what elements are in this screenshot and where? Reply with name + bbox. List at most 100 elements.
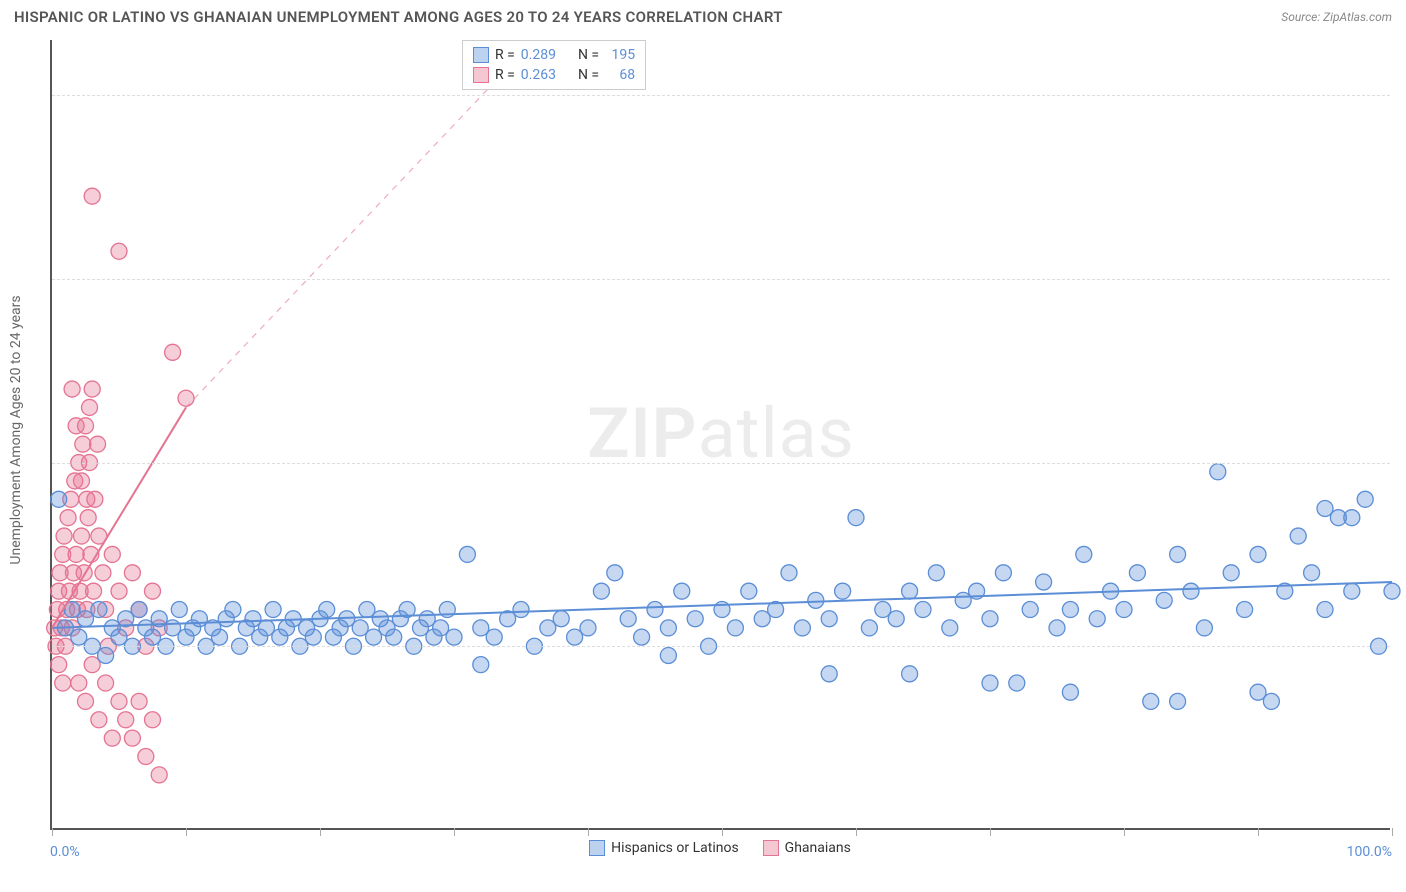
r-value: 0.263 xyxy=(521,67,556,83)
ghanaians-point xyxy=(51,657,67,673)
n-value: 68 xyxy=(605,67,635,83)
ghanaians-point xyxy=(98,675,114,691)
hispanics-point xyxy=(607,565,623,581)
gridline xyxy=(52,95,1390,96)
hispanics-point xyxy=(131,602,147,618)
ghanaians-point xyxy=(118,712,134,728)
legend-swatch xyxy=(473,47,489,63)
hispanics-point xyxy=(1344,583,1360,599)
ghanaians-point xyxy=(124,730,140,746)
hispanics-point xyxy=(1049,620,1065,636)
x-tick xyxy=(454,828,455,836)
hispanics-point xyxy=(1170,546,1186,562)
correlation-legend: R =0.289N =195R =0.263N =68 xyxy=(462,40,646,90)
ghanaians-point xyxy=(178,390,194,406)
gridline xyxy=(52,279,1390,280)
hispanics-point xyxy=(674,583,690,599)
ghanaians-point xyxy=(145,712,161,728)
x-tick xyxy=(52,828,53,836)
hispanics-point xyxy=(305,629,321,645)
x-tick xyxy=(1124,828,1125,836)
n-value: 195 xyxy=(605,47,635,63)
ghanaians-point xyxy=(55,675,71,691)
ghanaians-point xyxy=(131,693,147,709)
hispanics-point xyxy=(319,602,335,618)
ghanaians-point xyxy=(78,693,94,709)
hispanics-point xyxy=(1116,602,1132,618)
hispanics-point xyxy=(1129,565,1145,581)
hispanics-point xyxy=(808,592,824,608)
legend-row: R = 0.263 N = 68 xyxy=(473,65,635,85)
hispanics-point xyxy=(1290,528,1306,544)
ghanaians-point xyxy=(124,565,140,581)
x-tick xyxy=(990,828,991,836)
hispanics-point xyxy=(473,657,489,673)
hispanics-point xyxy=(848,510,864,526)
ghanaians-point xyxy=(56,528,72,544)
ghanaians-point xyxy=(111,243,127,259)
hispanics-point xyxy=(1170,693,1186,709)
hispanics-point xyxy=(620,611,636,627)
ghanaians-point xyxy=(111,693,127,709)
hispanics-point xyxy=(1210,464,1226,480)
hispanics-point xyxy=(1250,546,1266,562)
legend-swatch xyxy=(763,840,779,856)
legend-item: Ghanaians xyxy=(763,840,851,856)
x-tick xyxy=(320,828,321,836)
ghanaians-point xyxy=(90,436,106,452)
ghanaians-point xyxy=(79,491,95,507)
hispanics-point xyxy=(1250,684,1266,700)
legend-item: Hispanics or Latinos xyxy=(589,840,739,856)
hispanics-point xyxy=(888,611,904,627)
ghanaians-point xyxy=(151,767,167,783)
gridline xyxy=(52,646,1390,647)
hispanics-point xyxy=(1196,620,1212,636)
hispanics-point xyxy=(225,602,241,618)
y-axis-label: Unemployment Among Ages 20 to 24 years xyxy=(8,295,24,564)
hispanics-point xyxy=(1344,510,1360,526)
r-label: R = xyxy=(495,67,515,83)
x-tick xyxy=(722,828,723,836)
hispanics-point xyxy=(1317,602,1333,618)
hispanics-point xyxy=(741,583,757,599)
hispanics-point xyxy=(794,620,810,636)
hispanics-point xyxy=(942,620,958,636)
hispanics-point xyxy=(51,491,67,507)
series-legend: Hispanics or Latinos Ghanaians xyxy=(50,840,1390,856)
ghanaians-point xyxy=(84,188,100,204)
hispanics-point xyxy=(171,602,187,618)
x-tick xyxy=(1258,828,1259,836)
x-tick xyxy=(1392,828,1393,836)
hispanics-point xyxy=(1317,500,1333,516)
hispanics-point xyxy=(212,629,228,645)
hispanics-point xyxy=(1304,565,1320,581)
hispanics-trend-line xyxy=(52,582,1392,628)
hispanics-point xyxy=(386,629,402,645)
hispanics-point xyxy=(660,647,676,663)
hispanics-point xyxy=(660,620,676,636)
n-label: N = xyxy=(578,67,599,83)
hispanics-point xyxy=(1357,491,1373,507)
ghanaians-point xyxy=(165,344,181,360)
hispanics-point xyxy=(1062,602,1078,618)
x-tick xyxy=(856,828,857,836)
hispanics-point xyxy=(486,629,502,645)
hispanics-point xyxy=(821,611,837,627)
chart-plot-area: ZIPatlas R =0.289N =195R =0.263N =68 10.… xyxy=(50,40,1390,830)
ghanaians-point xyxy=(138,749,154,765)
hispanics-point xyxy=(634,629,650,645)
hispanics-point xyxy=(1022,602,1038,618)
hispanics-point xyxy=(1143,693,1159,709)
hispanics-point xyxy=(1009,675,1025,691)
hispanics-point xyxy=(1237,602,1253,618)
ghanaians-point xyxy=(86,583,102,599)
hispanics-point xyxy=(902,583,918,599)
hispanics-point xyxy=(98,647,114,663)
ghanaians-point xyxy=(145,583,161,599)
ghanaians-point xyxy=(80,510,96,526)
hispanics-point xyxy=(995,565,1011,581)
ghanaians-point xyxy=(84,381,100,397)
ghanaians-point xyxy=(104,546,120,562)
ghanaians-point xyxy=(68,546,84,562)
source-attribution: Source: ZipAtlas.com xyxy=(1281,10,1392,24)
